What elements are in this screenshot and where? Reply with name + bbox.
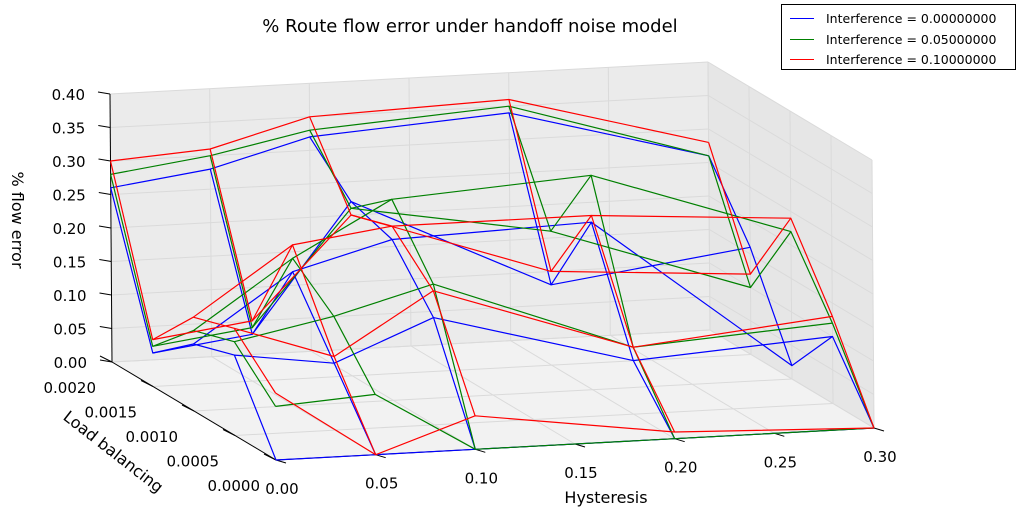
wire-column: [110, 187, 277, 461]
x-axis-title: Hysteresis: [564, 488, 647, 507]
gridline-y-floor: [152, 354, 752, 387]
wire-column: [209, 155, 376, 395]
wire-column: [109, 160, 277, 394]
wire-column: [508, 112, 676, 439]
y-tick-label: 0.0000: [208, 477, 261, 495]
z-tick-label: 0.20: [53, 220, 86, 238]
wire-column: [508, 99, 676, 433]
gridline-z-back: [111, 329, 711, 363]
x-tick-label: 0.15: [564, 464, 597, 482]
legend: Interference = 0.00000000 Interference =…: [781, 4, 1016, 70]
y-tick-label: 0.0015: [85, 404, 138, 422]
gridline-z-side: [708, 162, 874, 261]
x-tick-label: 0.10: [465, 469, 498, 487]
legend-entry: Interference = 0.00000000: [790, 8, 996, 28]
z-tick-label: 0.30: [52, 153, 85, 171]
y-tick: [263, 453, 277, 461]
gridline-y-floor: [234, 403, 834, 436]
y-tick: [140, 380, 154, 387]
gridline-z-side: [709, 262, 874, 362]
legend-entry: Interference = 0.05000000: [790, 29, 996, 49]
z-tick-label: 0.10: [53, 287, 86, 305]
gridline-z-back: [110, 195, 710, 229]
legend-label: Interference = 0.05000000: [826, 31, 997, 47]
z-tick: [98, 158, 111, 162]
gridline-z-side: [708, 128, 873, 228]
x-tick-label: 0.30: [863, 448, 896, 466]
gridline-z-back: [110, 162, 709, 195]
legend-swatch-blue: [790, 17, 814, 19]
gridline-z-back: [110, 95, 709, 128]
z-tick: [98, 125, 111, 128]
gridline-z-back: [111, 262, 710, 296]
wire-column: [708, 155, 875, 429]
gridline-z-back: [111, 296, 710, 329]
gridline-z-side: [709, 229, 874, 328]
series-0: [110, 112, 875, 461]
gridline-z-side: [709, 296, 875, 395]
y-tick: [222, 429, 236, 436]
chart-title: % Route flow error under handoff noise m…: [262, 16, 677, 37]
gridline-z-side: [708, 195, 874, 295]
y-tick-label: 0.0010: [126, 428, 179, 446]
wire-column: [209, 148, 377, 455]
y-tick: [99, 355, 113, 363]
z-tick-label: 0.00: [54, 354, 87, 372]
x-tick-label: 0.05: [365, 475, 398, 493]
x-tick-label: 0.25: [764, 453, 797, 471]
wire-column: [110, 174, 277, 407]
gridline-y-floor: [193, 378, 793, 412]
z-tick: [99, 359, 113, 363]
legend-label: Interference = 0.10000000: [826, 51, 997, 67]
y-tick-label: 0.0020: [44, 379, 97, 397]
gridline-z-side: [709, 329, 875, 429]
wire-column: [309, 116, 476, 416]
legend-swatch-red: [790, 58, 814, 60]
legend-swatch-green: [790, 38, 814, 40]
wire-column: [508, 106, 676, 439]
z-tick: [99, 259, 112, 262]
legend-entry: Interference = 0.10000000: [790, 49, 996, 69]
wire-column: [209, 168, 377, 455]
x-tick: [873, 427, 885, 432]
wire-column: [309, 136, 476, 450]
z-tick: [99, 326, 112, 329]
z-tick-label: 0.15: [53, 254, 86, 272]
x-tick-label: 0.00: [265, 480, 298, 498]
series-layer: [109, 98, 875, 461]
series-2: [109, 98, 875, 456]
y-tick-label: 0.0005: [167, 453, 220, 471]
z-tick: [97, 91, 111, 95]
gridline-z-side: [708, 95, 873, 194]
wire-column: [708, 142, 875, 429]
z-tick: [99, 292, 112, 296]
axis-labels: 0.00 0.05 0.10 0.15 0.20 0.25 0.30 0.0000 0.0005…: [44, 86, 897, 498]
z-tick-label: 0.05: [53, 321, 86, 339]
gridline-z-back: [109, 61, 709, 95]
z-tick-label: 0.25: [52, 187, 85, 205]
z-tick-label: 0.35: [52, 120, 85, 138]
y-tick: [181, 404, 195, 412]
z-tick-label: 0.40: [52, 86, 85, 104]
z-axis-title: % flow error: [8, 171, 27, 268]
z-tick: [98, 192, 111, 195]
z-tick: [98, 225, 112, 229]
x-tick-label: 0.20: [664, 459, 697, 477]
gridline-z-side: [707, 61, 873, 161]
legend-label: Interference = 0.00000000: [826, 10, 997, 26]
